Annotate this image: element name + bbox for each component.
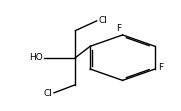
Text: Cl: Cl [43,89,52,98]
Text: HO: HO [30,53,43,62]
Text: F: F [158,63,163,72]
Text: Cl: Cl [98,16,107,25]
Text: F: F [116,24,122,33]
